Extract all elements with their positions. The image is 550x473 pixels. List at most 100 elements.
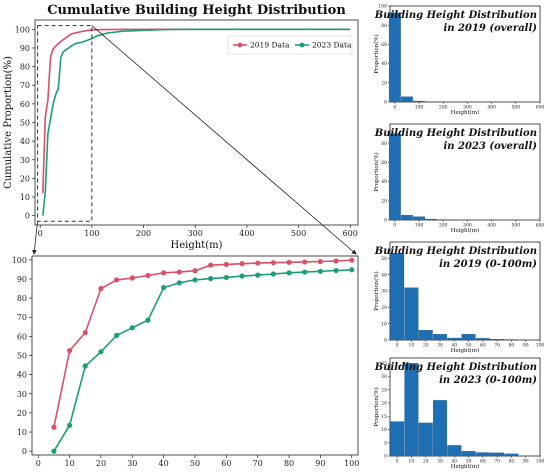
x-tick-label: 50: [466, 459, 472, 465]
y-tick-label: 70: [20, 81, 30, 90]
histogram-bar: [388, 12, 401, 103]
x-tick-label: 100: [344, 459, 359, 468]
y-tick-label: 20: [381, 305, 387, 311]
x-tick-label: 0: [36, 459, 41, 468]
data-point: [255, 272, 261, 278]
y-tick-label: 10: [381, 427, 387, 433]
hist-y-axis-label: Proportion(%): [373, 34, 380, 73]
histogram-bar: [447, 337, 462, 341]
y-tick-label: 80: [381, 23, 387, 29]
data-point: [114, 332, 120, 339]
y-tick-label: 20: [20, 174, 30, 183]
x-tick-label: 50: [466, 343, 472, 349]
x-tick-label: 200: [136, 229, 151, 238]
histogram-bar: [490, 339, 505, 341]
data-point: [302, 269, 308, 275]
y-tick-label: 80: [381, 141, 387, 147]
x-tick-label: 400: [487, 105, 496, 111]
data-point: [317, 258, 323, 265]
x-tick-label: 30: [127, 459, 137, 468]
x-tick-label: 70: [494, 459, 500, 465]
x-tick-label: 20: [423, 343, 429, 349]
x-tick-label: 400: [239, 229, 254, 238]
y-tick-label: 0: [22, 447, 27, 456]
y-tick-label: 30: [17, 390, 27, 399]
y-tick-label: 15: [381, 414, 387, 420]
histogram-bar: [475, 338, 490, 341]
data-point: [192, 277, 198, 283]
x-tick-label: 70: [494, 343, 500, 349]
x-tick-label: 300: [463, 223, 472, 229]
y-tick-label: 100: [12, 256, 27, 265]
hist-title-line-1: Building Height Distribution: [374, 128, 537, 139]
legend-box: [227, 35, 353, 55]
x-tick-label: 70: [253, 459, 263, 468]
histogram-bar: [413, 100, 425, 103]
y-tick-label: 10: [381, 321, 387, 327]
x-tick-label: 500: [512, 105, 521, 111]
x-tick-label: 60: [221, 459, 231, 468]
x-tick-label: 80: [284, 459, 294, 468]
data-point: [286, 270, 292, 276]
y-tick-label: 80: [17, 294, 27, 303]
x-tick-label: 90: [523, 459, 529, 465]
y-tick-label: 10: [17, 428, 27, 437]
hist-y-axis-label: Proportion(%): [373, 271, 380, 310]
x-tick-label: 100: [84, 229, 99, 238]
histogram-bar: [433, 400, 447, 457]
x-tick-label: 0: [393, 223, 396, 229]
data-point: [82, 363, 88, 369]
hist-x-axis-label: Height(m): [451, 109, 480, 116]
hist-title-line-1: Building Height Distribution: [374, 10, 537, 21]
hist-y-axis-label: Proportion(%): [373, 387, 380, 426]
y-tick-label: 10: [20, 193, 30, 202]
histogram-bar: [404, 363, 419, 457]
y-tick-label: 40: [381, 61, 387, 67]
histogram-bar: [401, 96, 413, 103]
x-tick-label: 300: [188, 229, 203, 238]
data-point: [98, 285, 104, 292]
x-tick-label: 400: [487, 223, 496, 229]
histogram-bar: [475, 452, 490, 457]
x-tick-label: 600: [536, 105, 545, 111]
x-tick-label: 200: [439, 223, 448, 229]
data-point: [176, 280, 182, 286]
data-point: [270, 260, 276, 266]
histogram-bar: [461, 334, 476, 341]
hist-title-line-1: Building Height Distribution: [374, 246, 537, 257]
x-tick-label: 40: [159, 459, 169, 468]
x-tick-label: 100: [415, 105, 424, 111]
y-tick-label: 35: [381, 361, 387, 367]
series-line-2023-data: [53, 269, 352, 452]
histogram-bar: [425, 218, 438, 221]
x-tick-label: 60: [480, 343, 486, 349]
zoom-connector-right: [91, 25, 357, 255]
data-point: [208, 275, 214, 282]
data-point: [286, 259, 292, 265]
x-tick-label: 100: [536, 343, 545, 349]
y-tick-label: 40: [381, 179, 387, 185]
data-point: [317, 268, 323, 274]
main-y-axis-label: Cumulative Proportion(%): [3, 56, 14, 189]
hist-title-line-2: in 2023 (overall): [443, 141, 537, 152]
histogram-bar: [401, 215, 413, 221]
y-tick-label: 50: [381, 256, 387, 262]
data-point: [82, 329, 88, 336]
histogram-bar: [388, 133, 401, 221]
data-point: [223, 261, 229, 268]
data-point: [145, 272, 151, 279]
x-tick-label: 80: [509, 343, 515, 349]
x-tick-label: 600: [536, 223, 545, 229]
x-tick-label: 100: [415, 223, 424, 229]
data-point: [208, 262, 214, 268]
x-tick-label: 500: [512, 223, 521, 229]
data-point: [129, 325, 135, 331]
histogram-bar: [390, 421, 405, 457]
y-tick-label: 70: [17, 313, 27, 322]
y-tick-label: 50: [20, 119, 30, 128]
data-point: [98, 349, 104, 355]
x-tick-label: 0: [38, 229, 43, 238]
x-tick-label: 500: [291, 229, 306, 238]
data-point: [270, 271, 276, 277]
zoom-region-box: [37, 25, 93, 222]
